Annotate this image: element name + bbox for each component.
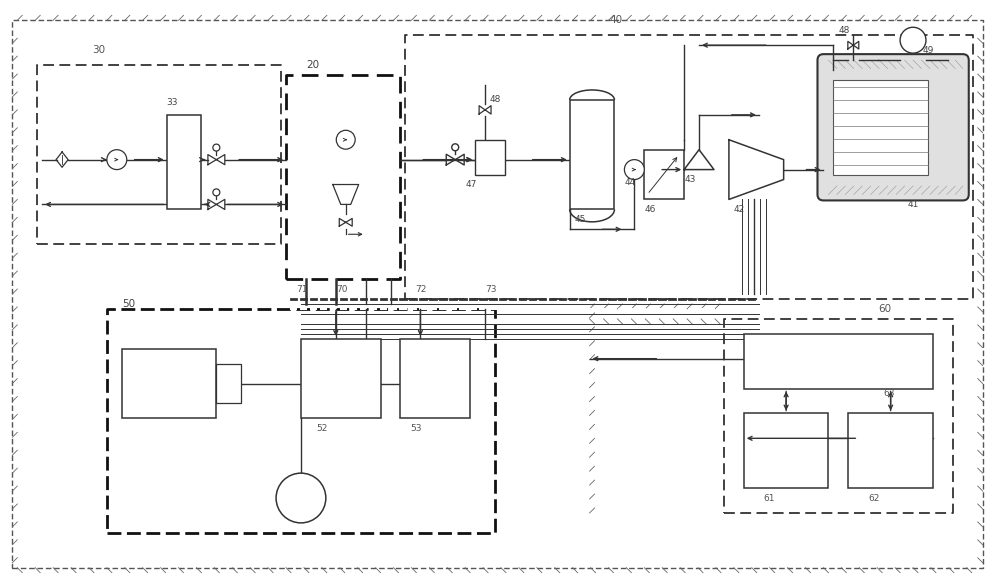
Text: 20: 20 [306,60,319,70]
Circle shape [624,159,644,179]
Bar [848,413,933,488]
Bar [475,140,505,175]
Text: 60: 60 [878,304,891,314]
Text: 53: 53 [410,424,422,433]
Circle shape [336,130,355,149]
Circle shape [276,473,326,523]
Text: 40: 40 [609,15,623,25]
Text: 41: 41 [908,200,919,209]
Text: 42: 42 [734,205,745,214]
Text: 48: 48 [490,95,501,105]
Circle shape [900,27,926,53]
Text: 52: 52 [316,424,327,433]
Circle shape [107,150,127,169]
Text: 61: 61 [764,493,775,502]
Circle shape [213,189,220,196]
Text: 50: 50 [122,299,135,309]
Text: 47: 47 [465,180,477,189]
Bar [833,80,928,175]
Text: 70: 70 [336,284,347,294]
Text: 72: 72 [415,284,427,294]
Text: 33: 33 [167,98,178,107]
Text: 71: 71 [296,284,307,294]
Bar [570,100,614,210]
Bar [122,349,216,418]
Bar [301,339,381,418]
Text: 63: 63 [883,389,895,398]
Text: 30: 30 [92,45,105,55]
Circle shape [452,144,459,151]
Text: 43: 43 [684,175,695,184]
Text: 45: 45 [575,215,586,224]
FancyBboxPatch shape [817,54,969,200]
Text: 73: 73 [485,284,497,294]
Text: 49: 49 [923,46,934,55]
Text: 44: 44 [624,178,636,187]
Bar [400,339,470,418]
Bar [744,413,828,488]
Text: 48: 48 [838,26,850,35]
Text: 62: 62 [868,493,880,502]
Circle shape [213,144,220,151]
Bar [644,150,684,200]
Bar [744,334,933,388]
Bar [216,364,241,404]
Bar [167,115,201,210]
Text: 46: 46 [644,205,656,214]
